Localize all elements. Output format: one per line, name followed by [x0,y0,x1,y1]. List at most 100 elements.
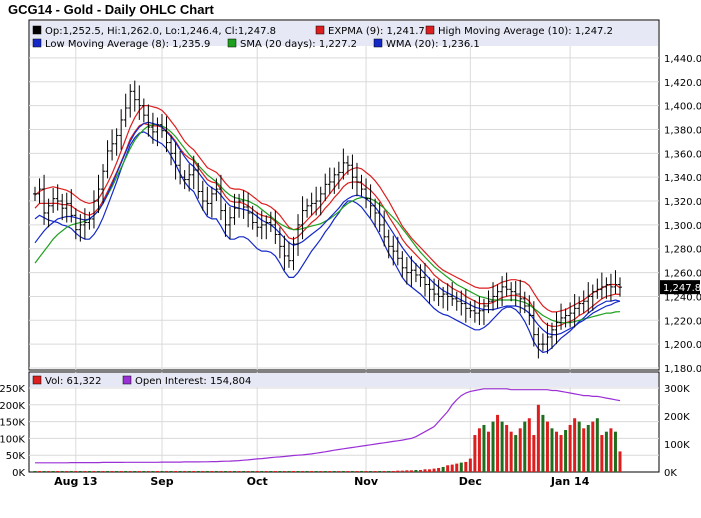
volume-bar [56,470,60,472]
volume-bar [146,470,150,472]
volume-bar [555,431,559,472]
volume-bar [332,470,336,472]
volume-bar [169,470,173,472]
volume-bar [455,463,459,472]
volume-bar [314,470,318,472]
volume-bar [201,470,205,472]
volume-tick-right: 300K [664,384,690,395]
volume-bar [101,470,105,472]
volume-bar [337,470,341,472]
volume-bar [74,470,78,472]
volume-bar [396,470,400,472]
volume-bar [96,470,100,472]
volume-bar [291,470,295,472]
volume-bar [328,470,332,472]
legend-swatch-oi [122,375,132,385]
volume-bar [323,470,327,472]
volume-bar [437,467,441,472]
volume-bar [237,470,241,472]
volume-bar [541,414,545,472]
volume-bar [350,470,354,472]
volume-bar [428,469,432,472]
volume-bar [160,470,164,472]
volume-bar [83,470,87,472]
price-tick-label: 1,340.0 [664,173,701,184]
volume-bar [373,470,377,472]
price-tick-label: 1,220.0 [664,316,701,327]
volume-bar [142,470,146,472]
volume-bar [446,465,450,472]
volume-bar [500,421,504,472]
volume-bar [174,470,178,472]
volume-bar [550,428,554,472]
legend-swatch-sma [227,38,237,48]
legend-label-sma: SMA (20 days): 1,227.2 [240,39,357,50]
price-legend-bg [30,21,658,46]
volume-bar [536,404,540,472]
price-tick-label: 1,360.0 [664,149,701,160]
legend-swatch-wma [373,38,383,48]
volume-bar [128,470,132,472]
volume-bar [473,435,477,472]
volume-bar [269,470,273,472]
volume-bar [509,431,513,472]
chart-title: GCG14 - Gold - Daily OHLC Chart [8,2,214,17]
volume-bar [187,470,191,472]
legend-label-low_ma: Low Moving Average (8): 1,235.9 [45,39,210,50]
volume-bar [110,470,114,472]
volume-bar [42,470,46,472]
volume-bar [155,470,159,472]
volume-bar [355,470,359,472]
volume-bar [432,468,436,472]
series-line-2 [34,131,621,354]
volume-bar [595,418,599,472]
price-tick-label: 1,300.0 [664,221,701,232]
volume-bar [582,428,586,472]
price-tick-label: 1,320.0 [664,197,701,208]
volume-bar [568,424,572,472]
series-line-4 [34,121,621,336]
series-line-1 [34,104,621,313]
volume-bar [505,424,509,472]
volume-bar [38,470,42,472]
volume-bar [409,470,413,472]
volume-bar [319,470,323,472]
volume-bar [496,414,500,472]
volume-bar [573,418,577,472]
price-tick-label: 1,280.0 [664,245,701,256]
volume-bar [423,469,427,472]
volume-bar [106,470,110,472]
volume-bar [518,428,522,472]
volume-bar [301,470,305,472]
volume-bar [273,470,277,472]
last-price-label: 1,247.8 [663,283,701,294]
volume-bar [151,470,155,472]
volume-bar [400,470,404,472]
volume-bar [165,470,169,472]
price-tick-label: 1,440.0 [664,54,701,65]
volume-bar [341,470,345,472]
volume-bar [115,470,119,472]
volume-bar [196,470,200,472]
legend-label-ohlc: Op:1,252.5, Hi:1,262.0, Lo:1,246.4, Cl:1… [45,26,276,37]
volume-bar [559,435,563,472]
volume-legend-bg [30,373,658,387]
volume-bar [369,470,373,472]
price-tick-label: 1,260.0 [664,269,701,280]
volume-bar [382,470,386,472]
price-panel: 1,440.0 1,420.0 1,400.0 1,380.0 1,360.0 1,340… [28,19,701,375]
last-price-tag [660,280,700,295]
volume-bar [600,435,604,472]
volume-bar [33,470,37,472]
volume-bar [310,470,314,472]
volume-bar [577,421,581,472]
price-tick-label: 1,420.0 [664,78,701,89]
legend-label-oi: Open Interest: 154,804 [135,376,251,387]
volume-bar [251,470,255,472]
x-axis-label: Jan 14 [550,475,590,488]
legend-swatch-ohlc [32,25,42,35]
price-tick-label: 1,400.0 [664,102,701,113]
x-axis-label: Nov [354,475,379,488]
volume-bar [464,461,468,472]
volume-tick-right: 100K [664,440,690,451]
